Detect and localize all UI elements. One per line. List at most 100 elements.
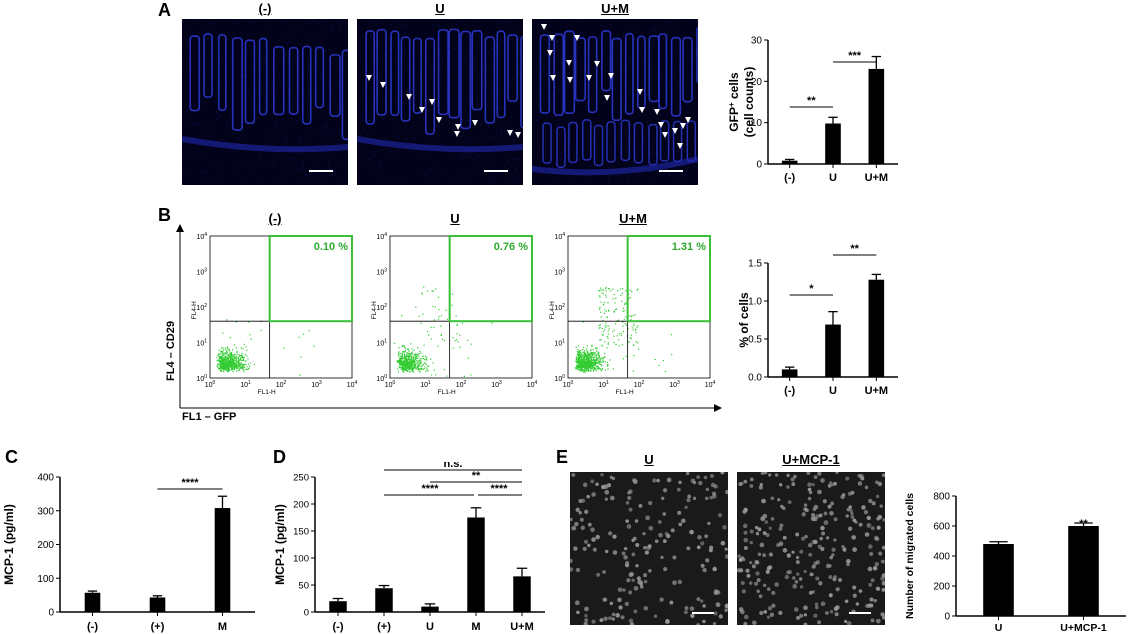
event-dot xyxy=(415,306,417,308)
event-dot xyxy=(240,347,242,349)
event-dot xyxy=(586,360,588,362)
cell-nucleus xyxy=(875,480,879,485)
event-dot xyxy=(410,361,412,363)
event-dot xyxy=(591,358,593,361)
event-dot xyxy=(404,362,406,365)
arrowhead-marker xyxy=(604,95,610,101)
background-speck xyxy=(651,30,653,33)
background-speck xyxy=(646,62,648,65)
background-speck xyxy=(367,134,370,136)
event-dot xyxy=(220,370,222,372)
background-speck xyxy=(664,125,667,128)
background-speck xyxy=(660,113,662,116)
y-tick-label: 100 xyxy=(293,554,309,565)
event-dot xyxy=(220,347,223,349)
event-dot xyxy=(634,314,636,316)
background-speck xyxy=(580,127,583,129)
event-dot xyxy=(418,363,420,365)
cell-nucleus xyxy=(663,566,668,572)
background-speck xyxy=(391,177,393,179)
cell-nucleus xyxy=(817,472,822,476)
event-dot xyxy=(583,355,585,357)
event-dot xyxy=(579,350,581,352)
event-dot xyxy=(599,339,601,341)
cell-nucleus xyxy=(765,532,770,538)
event-dot xyxy=(602,303,605,305)
background-speck xyxy=(549,72,552,74)
background-speck xyxy=(236,123,238,125)
event-dot xyxy=(588,354,591,356)
cell-nucleus xyxy=(882,518,885,522)
background-speck xyxy=(265,20,267,22)
event-dot xyxy=(589,358,591,360)
background-speck xyxy=(634,27,636,30)
background-speck xyxy=(653,159,656,161)
background-speck xyxy=(247,21,249,24)
background-speck xyxy=(674,48,676,50)
event-dot xyxy=(227,367,229,369)
event-dot xyxy=(223,358,225,361)
background-speck xyxy=(498,44,500,46)
cell-nucleus xyxy=(720,540,726,546)
event-dot xyxy=(592,364,594,366)
background-speck xyxy=(337,84,339,86)
event-dot xyxy=(223,364,225,366)
y-channel-label: FL4-H xyxy=(549,301,556,319)
background-speck xyxy=(343,69,345,71)
event-dot xyxy=(434,306,437,308)
background-speck xyxy=(578,158,580,160)
event-dot xyxy=(407,362,409,364)
cell-nucleus xyxy=(766,615,771,619)
event-dot xyxy=(248,321,250,323)
background-speck xyxy=(324,45,327,47)
background-speck xyxy=(255,45,257,48)
background-speck xyxy=(401,25,403,27)
background-speck xyxy=(328,161,330,163)
background-speck xyxy=(368,119,371,121)
event-dot xyxy=(399,364,401,366)
background-speck xyxy=(263,100,266,102)
event-dot xyxy=(456,324,458,327)
event-dot xyxy=(623,318,626,320)
background-speck xyxy=(577,53,580,55)
background-speck xyxy=(362,157,364,159)
background-speck xyxy=(467,152,470,154)
cell-nucleus xyxy=(874,536,880,542)
background-speck xyxy=(223,164,225,166)
y-tick-label: 1.5 xyxy=(748,259,762,270)
cell-nucleus xyxy=(623,546,628,551)
y-log-tick: 100 xyxy=(196,374,207,383)
cell-nucleus xyxy=(749,477,754,482)
event-dot xyxy=(407,368,409,370)
background-speck xyxy=(534,87,536,89)
background-speck xyxy=(400,180,402,182)
event-dot xyxy=(216,356,218,359)
cell-nucleus xyxy=(868,582,873,587)
background-speck xyxy=(410,87,412,89)
event-dot xyxy=(578,360,580,362)
event-dot xyxy=(599,359,601,361)
event-dot xyxy=(455,315,457,317)
event-dot xyxy=(587,351,589,353)
background-speck xyxy=(545,114,547,117)
background-speck xyxy=(397,137,399,139)
event-dot xyxy=(222,363,224,365)
event-dot xyxy=(218,359,220,361)
background-speck xyxy=(632,163,635,165)
event-dot xyxy=(404,351,406,353)
cell-nucleus xyxy=(791,482,796,487)
event-dot xyxy=(595,361,597,364)
event-dot xyxy=(582,363,585,365)
background-speck xyxy=(477,41,480,43)
event-dot xyxy=(232,371,234,373)
background-speck xyxy=(405,67,407,69)
background-speck xyxy=(685,183,687,185)
panel-letter-c: C xyxy=(5,447,18,467)
event-dot xyxy=(590,349,592,351)
event-dot xyxy=(457,341,459,343)
event-dot xyxy=(217,354,219,356)
event-dot xyxy=(432,362,434,364)
background-speck xyxy=(314,35,317,37)
event-dot xyxy=(423,344,425,346)
cell-nucleus xyxy=(829,593,833,597)
